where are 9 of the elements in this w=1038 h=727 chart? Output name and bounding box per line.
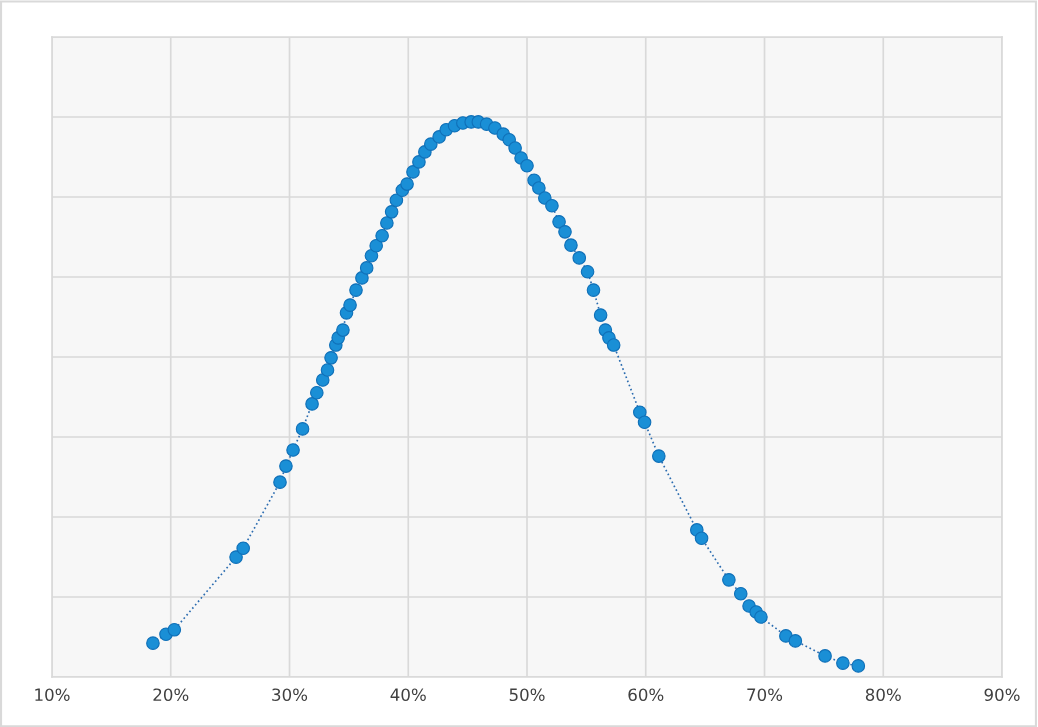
x-tick-label: 10%: [35, 688, 70, 702]
x-tick-label: 40%: [390, 688, 426, 702]
x-tick-label: 60%: [628, 688, 664, 702]
x-tick-label: 90%: [984, 688, 1020, 702]
x-tick-label: 70%: [747, 688, 783, 702]
x-tick-label: 30%: [272, 688, 308, 702]
x-tick-label: 50%: [509, 688, 545, 702]
x-tick-label: 20%: [153, 688, 189, 702]
x-tick-label: 80%: [865, 688, 901, 702]
